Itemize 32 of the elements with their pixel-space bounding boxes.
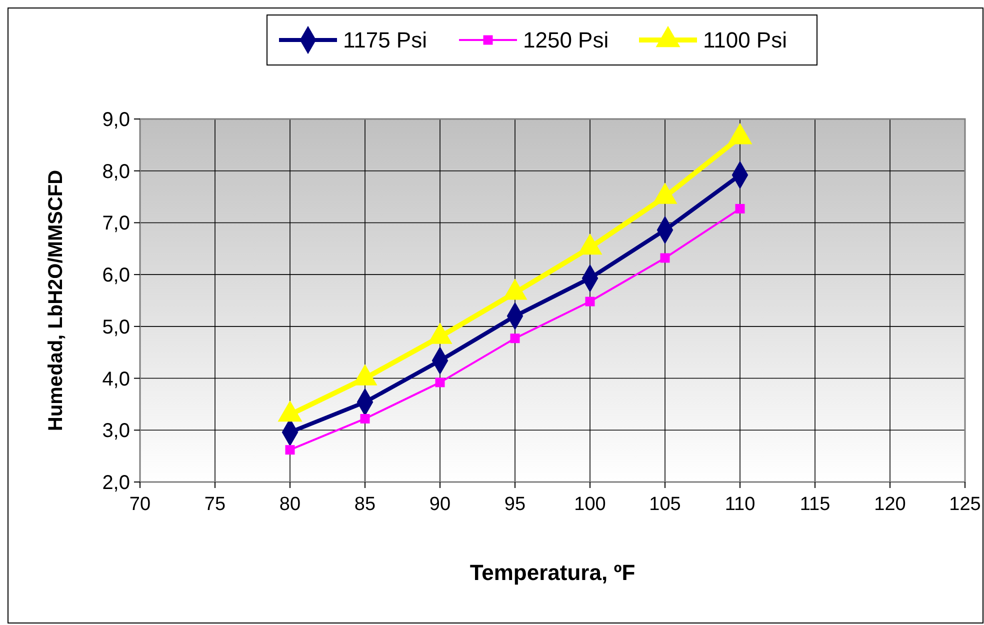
x-tick-label: 110 <box>724 494 756 515</box>
x-tick-label: 115 <box>800 494 830 515</box>
point <box>510 334 520 344</box>
y-tick-label: 6,0 <box>102 264 130 287</box>
legend-label: 1250 Psi <box>523 28 609 53</box>
x-tick-label: 90 <box>429 494 451 515</box>
y-tick-label: 8,0 <box>102 160 130 183</box>
point <box>360 414 370 424</box>
x-tick-label: 75 <box>204 494 226 515</box>
point <box>735 204 745 214</box>
y-tick-label: 9,0 <box>102 109 130 131</box>
x-tick-label: 95 <box>504 494 526 515</box>
y-tick-label: 5,0 <box>102 316 130 338</box>
x-tick-label: 80 <box>279 494 301 515</box>
y-tick-label: 7,0 <box>102 212 130 235</box>
x-axis-title: Temperatura, ºF <box>470 560 636 585</box>
x-tick-label: 100 <box>574 494 606 515</box>
x-tick-label: 125 <box>949 494 981 515</box>
x-tick-label: 105 <box>649 494 681 515</box>
y-tick-label: 4,0 <box>102 368 130 390</box>
legend-label: 1100 Psi <box>703 28 787 53</box>
x-tick-label: 120 <box>874 494 906 515</box>
point <box>435 378 445 388</box>
point <box>285 445 295 455</box>
y-tick-label: 3,0 <box>102 420 130 442</box>
legend-label: 1175 Psi <box>343 28 427 53</box>
x-tick-label: 70 <box>129 494 151 515</box>
point <box>660 253 670 263</box>
point <box>585 296 595 306</box>
y-axis-title: Humedad, LbH2O/MMSCFD <box>45 170 67 432</box>
x-tick-label: 85 <box>354 494 376 515</box>
y-tick-label: 2,0 <box>102 472 130 494</box>
